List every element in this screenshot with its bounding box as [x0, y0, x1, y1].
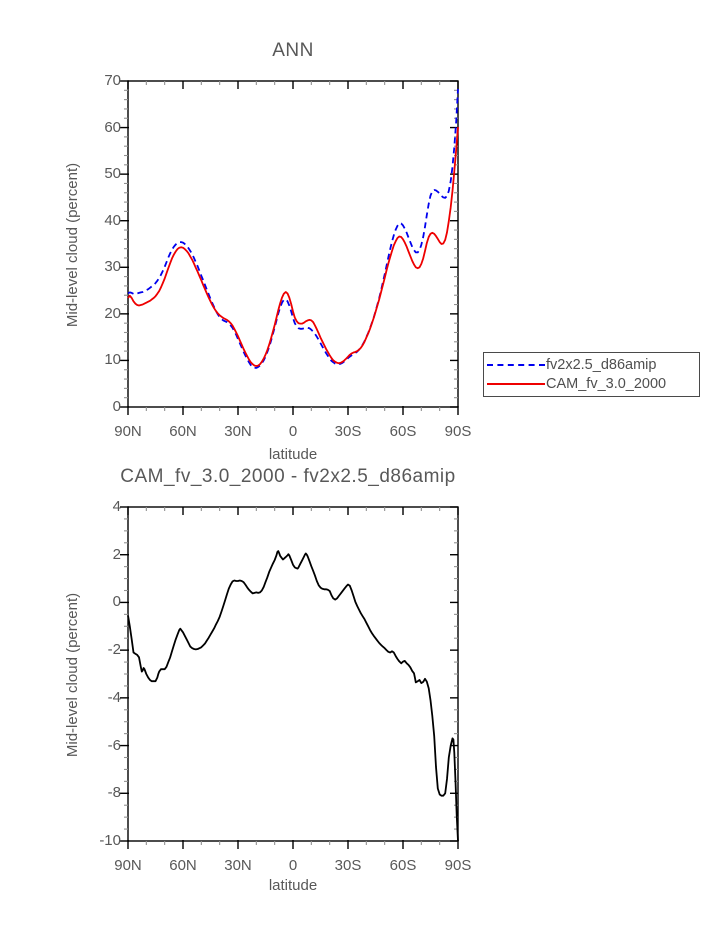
top-chart-ylabel: Mid-level cloud (percent): [64, 162, 81, 328]
bottom-x-tick-label-0: 0: [288, 857, 298, 874]
series-line-CAM_fv_3.0_2000---fv2x2.5_d86amip: [127, 550, 459, 842]
bottom-y-tick-label-0: 0: [112, 593, 121, 611]
bottom-x-tick-label-60S: 60S: [389, 857, 417, 874]
legend-row: CAM_fv_3.0_2000: [487, 375, 696, 395]
bottom-chart-ylabel: Mid-level cloud (percent): [64, 592, 81, 758]
top-x-tick-label-60N: 60N: [169, 423, 197, 440]
bottom-y-tick-label--4: -4: [107, 688, 121, 706]
bottom-chart-xlabel: latitude: [268, 877, 318, 894]
series-line-fv2x2.5_d86amip: [127, 88, 459, 369]
top-y-tick-label-0: 0: [112, 398, 121, 415]
bottom-y-tick-label--10: -10: [99, 832, 121, 849]
bottom-chart-title: CAM_fv_3.0_2000 - fv2x2.5_d86amip: [120, 466, 456, 487]
top-y-tick-label-10: 10: [104, 351, 121, 369]
top-x-tick-label-90S: 90S: [444, 423, 472, 440]
legend-solid-line-sample: [487, 383, 545, 386]
top-x-tick-label-0: 0: [288, 423, 298, 440]
legend: fv2x2.5_d86amip CAM_fv_3.0_2000: [483, 352, 700, 397]
bottom-y-tick-label--6: -6: [107, 736, 121, 754]
legend-dashed-line-sample: [487, 363, 545, 366]
series-line-CAM_fv_3.0_2000: [127, 127, 459, 367]
bottom-x-tick-label-60N: 60N: [169, 857, 197, 874]
bottom-x-tick-label-90N: 90N: [114, 857, 142, 874]
bottom-y-tick-label-2: 2: [112, 545, 121, 563]
top-x-tick-label-90N: 90N: [114, 423, 142, 440]
top-y-tick-label-60: 60: [104, 118, 121, 136]
top-x-tick-label-30N: 30N: [224, 423, 252, 440]
top-y-tick-label-30: 30: [104, 258, 121, 276]
bottom-chart-panel: [120, 506, 459, 849]
legend-label-case2: CAM_fv_3.0_2000: [546, 376, 667, 393]
bottom-y-tick-label--2: -2: [107, 641, 121, 659]
top-x-tick-label-30S: 30S: [334, 423, 362, 440]
top-y-tick-label-70: 70: [104, 72, 121, 89]
top-chart-title: ANN: [272, 40, 314, 61]
top-chart-panel: [120, 80, 459, 415]
bottom-y-tick-label--8: -8: [107, 784, 121, 802]
bottom-plot-frame: [127, 506, 459, 842]
top-x-tick-label-60S: 60S: [389, 423, 417, 440]
bottom-x-tick-label-30N: 30N: [224, 857, 252, 874]
legend-label-case1: fv2x2.5_d86amip: [546, 356, 657, 373]
top-y-tick-label-40: 40: [104, 211, 121, 229]
top-y-tick-label-50: 50: [104, 165, 121, 183]
bottom-x-tick-label-30S: 30S: [334, 857, 362, 874]
legend-row: fv2x2.5_d86amip: [487, 355, 696, 375]
bottom-y-tick-label-4: 4: [112, 498, 121, 515]
top-y-tick-label-20: 20: [104, 304, 121, 322]
top-plot-frame: [127, 80, 459, 408]
top-chart-xlabel: latitude: [268, 446, 318, 463]
bottom-x-tick-label-90S: 90S: [444, 857, 472, 874]
